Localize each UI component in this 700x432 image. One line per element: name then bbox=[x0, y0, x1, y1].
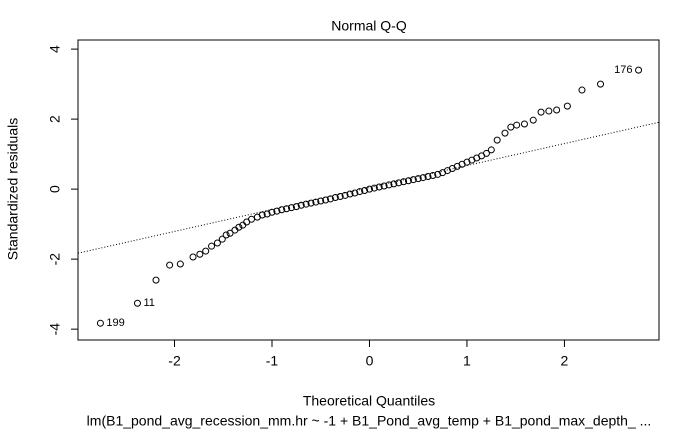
point bbox=[370, 184, 378, 192]
point bbox=[529, 116, 537, 124]
point bbox=[434, 170, 442, 178]
point bbox=[356, 188, 364, 196]
point bbox=[493, 136, 501, 144]
point bbox=[336, 192, 344, 200]
point bbox=[414, 175, 422, 183]
y-tick-label: 4 bbox=[47, 45, 63, 53]
plot-frame bbox=[77, 39, 660, 341]
point bbox=[263, 210, 271, 218]
point bbox=[404, 177, 412, 185]
point bbox=[482, 149, 490, 157]
point bbox=[385, 181, 393, 189]
point bbox=[235, 223, 243, 231]
point bbox=[326, 195, 334, 203]
point bbox=[278, 206, 286, 214]
point bbox=[297, 201, 305, 209]
point bbox=[248, 215, 256, 223]
x-tick-label: -1 bbox=[266, 353, 279, 369]
point bbox=[196, 250, 204, 258]
y-tick-label: 0 bbox=[47, 185, 63, 193]
point bbox=[331, 194, 339, 202]
point bbox=[395, 179, 403, 187]
point bbox=[273, 207, 281, 215]
point bbox=[152, 276, 160, 284]
point bbox=[213, 239, 221, 247]
point bbox=[133, 299, 141, 307]
point bbox=[545, 107, 553, 115]
reference-line bbox=[78, 121, 659, 254]
y-tick-label: -2 bbox=[47, 253, 63, 266]
point bbox=[635, 66, 643, 74]
point-label: 176 bbox=[614, 64, 632, 76]
subtitle: lm(B1_pond_avg_recession_mm.hr ~ -1 + B1… bbox=[87, 413, 652, 429]
point bbox=[189, 253, 197, 261]
point-label: 11 bbox=[143, 297, 154, 309]
point bbox=[429, 171, 437, 179]
point bbox=[578, 86, 586, 94]
point bbox=[208, 242, 216, 250]
point bbox=[553, 106, 561, 114]
point bbox=[563, 102, 571, 110]
point bbox=[287, 204, 295, 212]
point bbox=[222, 231, 230, 239]
point bbox=[501, 129, 509, 137]
y-tick-label: -4 bbox=[47, 323, 63, 336]
point bbox=[312, 198, 320, 206]
point-label: 199 bbox=[106, 317, 124, 329]
y-tick-label: 2 bbox=[47, 115, 63, 123]
y-axis-label: Standardized residuals bbox=[5, 118, 21, 260]
point bbox=[409, 176, 417, 184]
point bbox=[424, 173, 432, 181]
point bbox=[268, 208, 276, 216]
point bbox=[380, 182, 388, 190]
point bbox=[513, 121, 521, 129]
x-tick-label: 2 bbox=[561, 353, 569, 369]
point bbox=[283, 205, 291, 213]
point bbox=[361, 187, 369, 195]
point bbox=[292, 203, 300, 211]
point bbox=[400, 178, 408, 186]
point bbox=[322, 196, 330, 204]
point bbox=[419, 174, 427, 182]
point bbox=[341, 191, 349, 199]
x-tick-label: 0 bbox=[366, 353, 374, 369]
point bbox=[96, 319, 104, 327]
point bbox=[166, 261, 174, 269]
point bbox=[365, 185, 373, 193]
point bbox=[218, 235, 226, 243]
point bbox=[176, 260, 184, 268]
point bbox=[520, 120, 528, 128]
point bbox=[537, 108, 545, 116]
x-tick-label: 1 bbox=[463, 353, 471, 369]
point bbox=[302, 200, 310, 208]
point bbox=[487, 146, 495, 154]
point bbox=[507, 123, 515, 131]
point bbox=[226, 229, 234, 237]
point bbox=[597, 80, 605, 88]
point bbox=[375, 183, 383, 191]
point bbox=[351, 189, 359, 197]
point bbox=[258, 211, 266, 219]
chart-title: Normal Q-Q bbox=[331, 18, 407, 34]
x-tick-label: -2 bbox=[168, 353, 181, 369]
x-axis-label: Theoretical Quantiles bbox=[303, 393, 435, 409]
point bbox=[346, 190, 354, 198]
point bbox=[202, 247, 210, 255]
point bbox=[317, 197, 325, 205]
point bbox=[390, 180, 398, 188]
point bbox=[307, 199, 315, 207]
